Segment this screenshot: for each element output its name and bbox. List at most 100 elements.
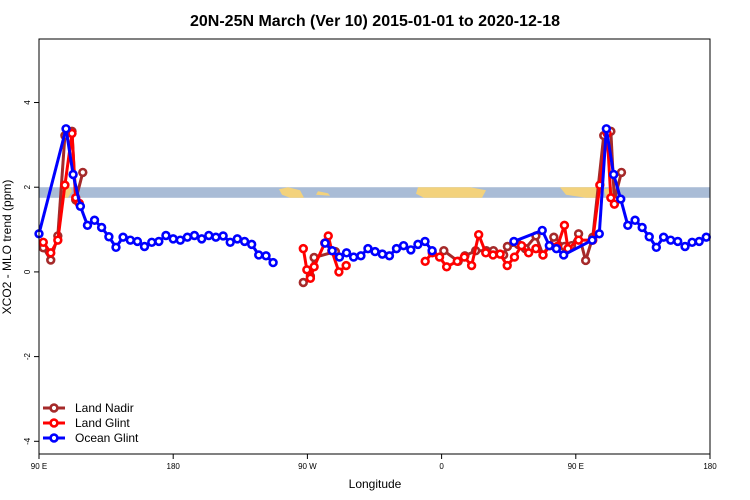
data-point bbox=[356, 251, 366, 261]
data-point bbox=[580, 255, 591, 266]
y-axis: -4 -2 0 2 4 bbox=[23, 100, 39, 445]
data-point bbox=[61, 124, 71, 134]
data-point bbox=[523, 248, 534, 258]
y-tick-label: 0 bbox=[23, 269, 32, 274]
data-point bbox=[225, 237, 235, 247]
data-point bbox=[601, 124, 612, 134]
data-point bbox=[587, 235, 597, 245]
data-point bbox=[609, 199, 620, 209]
data-point bbox=[459, 252, 470, 262]
series-line-segment bbox=[604, 128, 616, 175]
data-point bbox=[246, 239, 257, 250]
legend-marker bbox=[49, 418, 59, 428]
data-point bbox=[391, 243, 402, 254]
data-point bbox=[680, 241, 690, 252]
data-point bbox=[175, 235, 185, 245]
y-tick-label: 4 bbox=[23, 100, 32, 105]
data-point bbox=[537, 225, 547, 236]
data-point bbox=[406, 245, 416, 255]
data-point bbox=[78, 167, 88, 178]
legend-item: Land Nadir bbox=[43, 401, 134, 415]
data-point bbox=[305, 273, 316, 283]
land-shape bbox=[416, 187, 486, 198]
data-point bbox=[384, 251, 395, 261]
data-point bbox=[67, 128, 77, 139]
data-point bbox=[687, 237, 697, 247]
series-land-glint bbox=[38, 128, 620, 283]
data-point bbox=[218, 231, 228, 241]
legend-item: Land Glint bbox=[43, 416, 130, 430]
data-point bbox=[452, 256, 462, 267]
legend-marker bbox=[49, 433, 59, 443]
data-point bbox=[139, 241, 150, 252]
data-point bbox=[651, 242, 662, 253]
series-line-segment bbox=[562, 238, 593, 257]
data-point bbox=[96, 222, 107, 233]
data-point bbox=[665, 235, 676, 245]
data-point bbox=[197, 234, 207, 244]
x-tick-label: 90 E bbox=[568, 462, 584, 471]
y-tick-label: 2 bbox=[23, 184, 32, 189]
data-point bbox=[89, 215, 100, 225]
data-point bbox=[154, 236, 164, 247]
data-point bbox=[673, 236, 683, 247]
x-tick-label: 180 bbox=[703, 462, 717, 471]
ocean-band bbox=[39, 187, 710, 198]
series-layer bbox=[34, 124, 711, 288]
data-point bbox=[370, 246, 380, 257]
data-point bbox=[132, 236, 143, 247]
series-line-segment bbox=[591, 184, 602, 241]
chart-title: 20N-25N March (Ver 10) 2015-01-01 to 202… bbox=[190, 13, 560, 30]
data-point bbox=[302, 265, 312, 275]
data-point bbox=[434, 252, 445, 262]
data-point bbox=[608, 169, 619, 180]
x-tick-label: 90 W bbox=[298, 462, 317, 471]
data-point bbox=[509, 252, 520, 262]
series-line-segment bbox=[513, 229, 543, 243]
data-point bbox=[573, 235, 584, 245]
series-line-segment bbox=[71, 174, 82, 207]
data-point bbox=[701, 232, 711, 242]
data-point bbox=[466, 260, 477, 271]
data-point bbox=[232, 234, 243, 244]
data-point bbox=[268, 257, 278, 268]
data-point bbox=[327, 246, 337, 256]
data-point bbox=[182, 232, 193, 242]
legend-marker bbox=[49, 403, 59, 413]
data-point bbox=[413, 239, 423, 250]
data-point bbox=[594, 229, 604, 239]
data-point bbox=[147, 237, 157, 247]
data-point bbox=[53, 235, 63, 245]
data-point bbox=[616, 194, 626, 204]
series-ocean-glint bbox=[34, 124, 711, 268]
data-point bbox=[261, 251, 271, 261]
data-point bbox=[439, 246, 449, 256]
data-point bbox=[75, 201, 86, 211]
data-point bbox=[104, 232, 114, 242]
data-point bbox=[38, 237, 48, 247]
data-point bbox=[363, 243, 373, 254]
legend-label: Land Nadir bbox=[75, 401, 134, 415]
data-point bbox=[616, 167, 627, 178]
data-point bbox=[82, 220, 93, 231]
data-point bbox=[495, 249, 505, 259]
data-point bbox=[558, 250, 569, 260]
data-point bbox=[420, 256, 430, 267]
x-axis-label: Longitude bbox=[349, 477, 402, 491]
data-point bbox=[398, 240, 409, 251]
series-line-segment bbox=[64, 128, 75, 175]
series-line-segment bbox=[63, 133, 74, 186]
y-tick-label: -2 bbox=[23, 353, 32, 361]
data-point bbox=[189, 230, 200, 241]
data-point bbox=[630, 215, 640, 225]
x-tick-label: 180 bbox=[167, 462, 181, 471]
data-point bbox=[309, 262, 319, 272]
data-point bbox=[323, 231, 333, 241]
data-point bbox=[111, 242, 121, 253]
data-point bbox=[298, 243, 308, 254]
data-point bbox=[551, 243, 562, 254]
data-point bbox=[427, 246, 437, 256]
data-point bbox=[502, 260, 512, 271]
